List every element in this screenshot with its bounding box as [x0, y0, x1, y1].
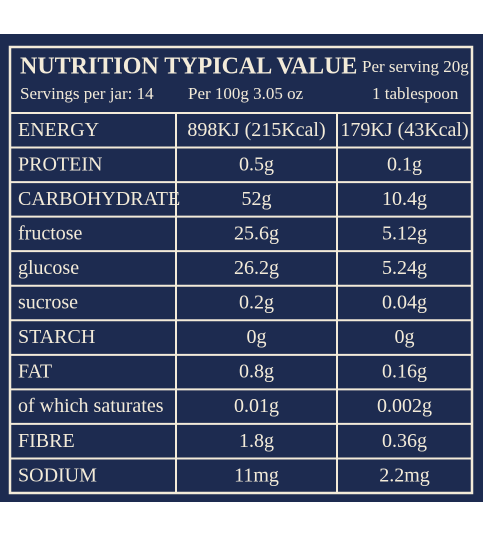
- nutrient-name: STARCH: [18, 326, 95, 348]
- nutrient-value: 0.002g: [377, 395, 432, 417]
- nutrient-value: 0.01g: [234, 395, 279, 417]
- nutrient-name: SODIUM: [18, 464, 97, 486]
- nutrient-value: 0.1g: [387, 153, 422, 175]
- nutrient-value: 10.4g: [382, 188, 427, 210]
- per-serving: Per serving 20g: [362, 57, 469, 76]
- nutrient-value: 0.2g: [239, 292, 274, 314]
- nutrient-value: 2.2mg: [379, 464, 430, 486]
- nutrient-name: glucose: [18, 257, 79, 279]
- nutrient-value: 179KJ (43Kcal): [340, 119, 468, 141]
- nutrient-value: 0.8g: [239, 361, 274, 383]
- nutrient-value: 0.36g: [382, 430, 427, 452]
- serving-size: 1 tablespoon: [372, 84, 459, 103]
- title: NUTRITION TYPICAL VALUE: [20, 54, 357, 80]
- nutrient-name: FAT: [18, 361, 52, 383]
- nutrient-name: CARBOHYDRATE: [18, 188, 180, 210]
- nutrient-value: 11mg: [234, 464, 279, 486]
- nutrient-value: 0.04g: [382, 292, 427, 314]
- nutrient-name: FIBRE: [18, 430, 75, 452]
- nutrient-value: 0g: [395, 326, 415, 348]
- nutrient-value: 898KJ (215Kcal): [187, 119, 325, 141]
- nutrient-value: 26.2g: [234, 257, 279, 279]
- nutrient-value: 0.16g: [382, 361, 427, 383]
- nutrient-value: 52g: [242, 188, 272, 210]
- nutrient-value: 5.24g: [382, 257, 427, 279]
- nutrient-name: ENERGY: [18, 119, 99, 141]
- nutrient-name: sucrose: [18, 292, 78, 314]
- nutrient-value: 0g: [247, 326, 267, 348]
- nutrient-value: 0.5g: [239, 153, 274, 175]
- servings: Servings per jar: 14: [20, 84, 154, 103]
- nutrient-value: 25.6g: [234, 223, 279, 245]
- nutrient-value: 5.12g: [382, 223, 427, 245]
- nutrient-name: PROTEIN: [18, 153, 102, 175]
- table-border: [8, 45, 474, 495]
- nutrient-name: of which saturates: [18, 395, 164, 417]
- nutrient-value: 1.8g: [239, 430, 274, 452]
- per-100g: Per 100g 3.05 oz: [188, 84, 304, 103]
- nutrient-name: fructose: [18, 223, 83, 245]
